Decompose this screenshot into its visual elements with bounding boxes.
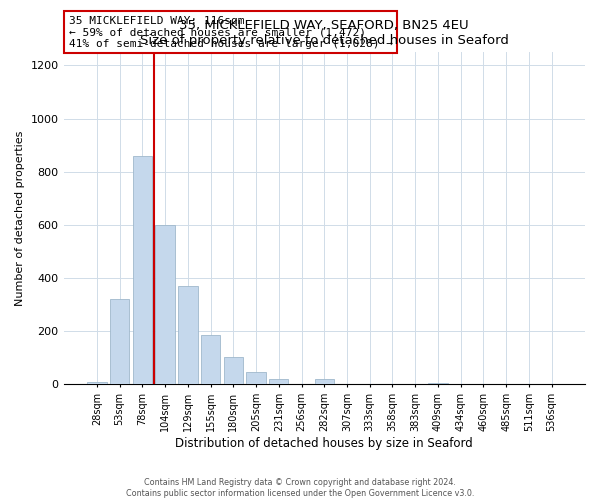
X-axis label: Distribution of detached houses by size in Seaford: Distribution of detached houses by size … <box>175 437 473 450</box>
Text: Contains HM Land Registry data © Crown copyright and database right 2024.
Contai: Contains HM Land Registry data © Crown c… <box>126 478 474 498</box>
Title: 35, MICKLEFIELD WAY, SEAFORD, BN25 4EU
Size of property relative to detached hou: 35, MICKLEFIELD WAY, SEAFORD, BN25 4EU S… <box>140 18 509 46</box>
Bar <box>155 225 175 384</box>
Bar <box>224 356 243 384</box>
Bar <box>428 383 448 384</box>
Bar <box>269 378 289 384</box>
Bar <box>87 382 107 384</box>
Bar <box>178 286 197 384</box>
Bar <box>247 372 266 384</box>
Bar <box>201 335 220 384</box>
Y-axis label: Number of detached properties: Number of detached properties <box>15 130 25 306</box>
Bar <box>314 379 334 384</box>
Bar <box>110 300 130 384</box>
Text: 35 MICKLEFIELD WAY: 116sqm
← 59% of detached houses are smaller (1,472)
41% of s: 35 MICKLEFIELD WAY: 116sqm ← 59% of deta… <box>69 16 393 48</box>
Bar <box>133 156 152 384</box>
